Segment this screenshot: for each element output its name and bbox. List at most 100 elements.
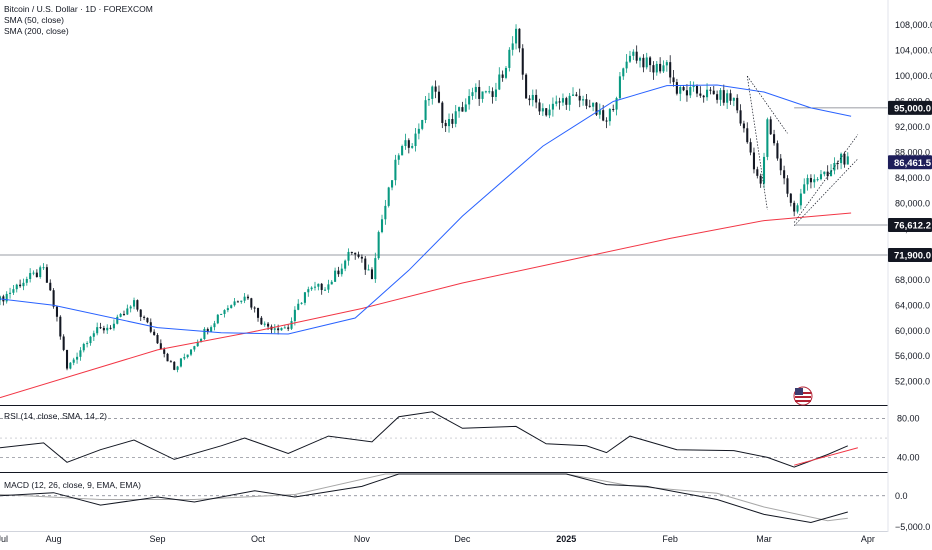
candle-down — [236, 301, 239, 303]
candle-up — [129, 306, 132, 309]
candle-up — [427, 98, 430, 101]
rsi-pane[interactable] — [0, 411, 888, 473]
price-tick-label: 92,000.0 — [895, 122, 930, 132]
candle-up — [374, 258, 377, 280]
candle-down — [779, 158, 782, 171]
candle-down — [809, 178, 812, 183]
candle-up — [327, 284, 330, 290]
candle-up — [494, 89, 497, 97]
price-tick-label: 80,000.0 — [895, 198, 930, 208]
candle-up — [515, 28, 518, 44]
rsi-tick-label: 40.00 — [897, 452, 920, 462]
candle-down — [136, 300, 139, 310]
candle-down — [722, 90, 725, 103]
candle-up — [454, 111, 457, 124]
candle-down — [163, 349, 166, 354]
time-tick-label: Aug — [46, 534, 62, 544]
candle-down — [518, 28, 521, 49]
rsi-legend: RSI (14, close, SMA, 14, 2) — [4, 411, 107, 421]
candle-down — [773, 134, 776, 144]
time-tick-label: Jul — [0, 534, 8, 544]
candle-down — [407, 140, 410, 148]
candle-down — [642, 57, 645, 68]
candle-up — [561, 98, 564, 103]
candle-up — [840, 153, 843, 164]
candle-up — [220, 313, 223, 315]
candle-up — [803, 184, 806, 194]
price-label-tag[interactable] — [888, 155, 932, 170]
candle-up — [813, 179, 816, 183]
price-label-tag[interactable] — [888, 217, 932, 232]
candle-down — [35, 272, 38, 278]
time-tick-label: Dec — [454, 534, 471, 544]
candle-up — [69, 362, 72, 369]
price-tick-label: 84,000.0 — [895, 173, 930, 183]
candle-up — [42, 267, 45, 269]
price-label-tag[interactable] — [888, 100, 932, 115]
price-label-tag[interactable] — [888, 247, 932, 262]
candle-up — [679, 87, 682, 94]
us-flag-icon[interactable] — [793, 386, 813, 406]
candle-down — [682, 87, 685, 91]
candle-down — [102, 327, 105, 331]
candle-up — [89, 336, 92, 344]
candle-up — [394, 159, 397, 181]
candle-up — [645, 57, 648, 68]
candle-up — [625, 61, 628, 69]
candle-down — [759, 175, 762, 184]
candle-up — [508, 49, 511, 68]
trendline[interactable] — [793, 134, 859, 223]
candle-down — [143, 316, 146, 318]
candle-up — [689, 87, 692, 96]
candle-down — [360, 256, 363, 259]
sma-50-line — [0, 84, 852, 335]
candle-down — [49, 282, 52, 291]
candle-up — [732, 97, 735, 101]
candle-down — [206, 328, 209, 332]
time-axis[interactable]: Jul Aug Sep Oct Nov Dec 2025 Feb Mar Apr — [0, 534, 875, 544]
trendline[interactable] — [746, 75, 788, 134]
candle-down — [260, 317, 263, 325]
candle-down — [267, 323, 270, 327]
candle-up — [799, 193, 802, 206]
price-tick-label: 60,000.0 — [895, 326, 930, 336]
candle-down — [277, 328, 280, 331]
candle-down — [602, 110, 605, 121]
rsi-trendline[interactable] — [794, 447, 858, 466]
price-tick-label: 52,000.0 — [895, 377, 930, 387]
candle-up — [119, 313, 122, 317]
candle-up — [571, 94, 575, 96]
candle-down — [605, 120, 608, 122]
candle-down — [525, 74, 528, 99]
time-tick-label: 2025 — [556, 534, 576, 544]
candle-up — [347, 251, 350, 261]
candle-up — [15, 284, 18, 290]
candle-down — [451, 119, 454, 124]
candle-up — [833, 162, 836, 171]
candle-down — [769, 119, 772, 135]
price-pane[interactable] — [0, 24, 888, 406]
candle-up — [622, 68, 625, 77]
candle-down — [588, 105, 591, 107]
candle-down — [652, 65, 655, 73]
macd-pane[interactable] — [0, 473, 888, 532]
candle-up — [189, 349, 193, 355]
candle-up — [719, 90, 722, 100]
candle-up — [548, 109, 551, 116]
candle-up — [498, 74, 501, 90]
candle-down — [836, 162, 839, 164]
candle-up — [819, 174, 823, 180]
rsi-tick-label: 80.00 — [897, 414, 920, 424]
candle-up — [555, 101, 558, 104]
trendline[interactable] — [793, 158, 859, 226]
price-label-text: 71,900.0 — [894, 250, 931, 261]
candle-up — [598, 110, 601, 115]
candle-down — [166, 353, 169, 362]
candle-down — [65, 349, 69, 369]
price-axis[interactable]: 52,000.0 56,000.0 60,000.0 64,000.0 68,000.0… — [887, 0, 932, 532]
candle-down — [578, 95, 581, 101]
candle-up — [846, 156, 849, 165]
candle-up — [823, 171, 826, 175]
price-tick-label: 56,000.0 — [895, 351, 930, 361]
